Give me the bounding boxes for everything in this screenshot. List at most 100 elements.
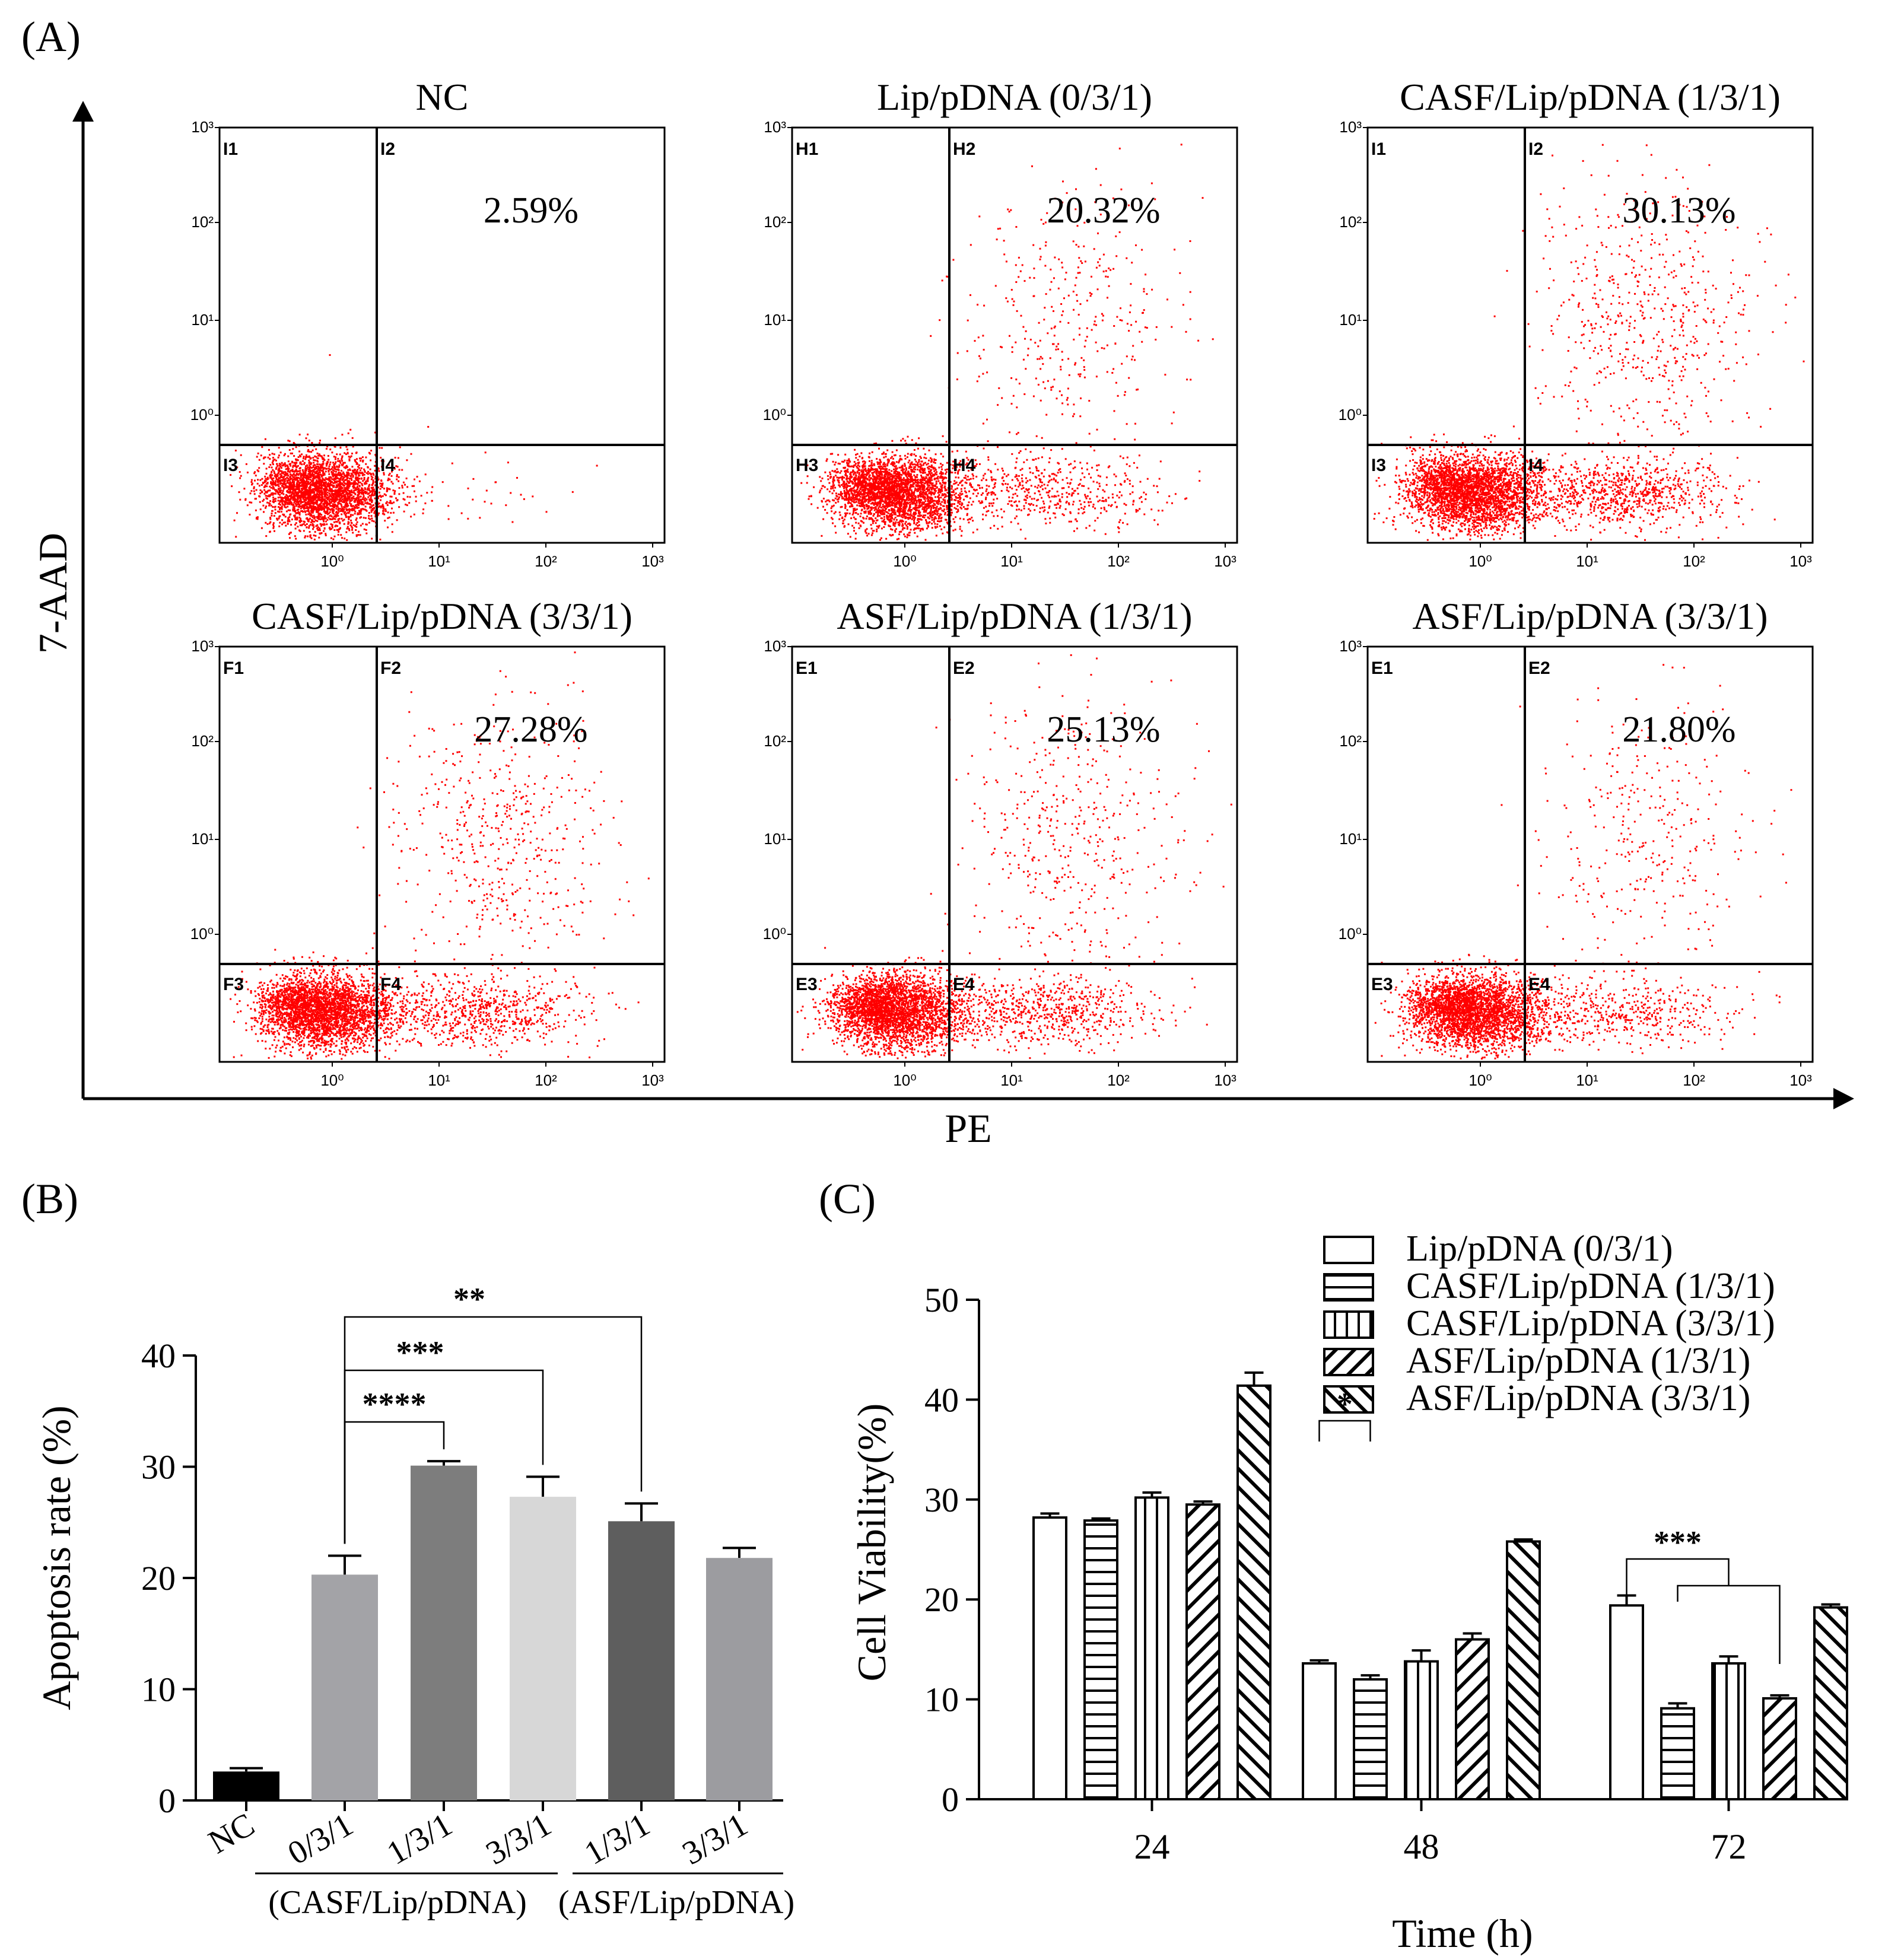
x-tick-label: 10¹ [428,552,450,570]
y-tick-label: 10⁰ [190,406,214,424]
y-tick-label: 10³ [1339,118,1362,136]
scatter-dots [1373,144,1805,541]
x-tick-label: 48 [1404,1827,1439,1866]
x-tick-label: 10³ [1789,552,1812,570]
quadrant-percentage: 27.28% [474,709,587,750]
plot-frame [791,126,1238,544]
quadrant-label: F4 [380,975,401,994]
panel-b-label: (B) [21,1175,78,1223]
plot-title: ASF/Lip/pDNA (3/3/1) [1412,595,1768,637]
bar [1660,1707,1695,1801]
x-tick-label: 1/3/1 [578,1806,656,1872]
x-tick-label: 24 [1134,1827,1170,1866]
quadrant-label: F1 [223,658,244,678]
x-tick-label: 10³ [1789,1071,1812,1089]
panel-a-label: (A) [21,13,81,61]
bar [1813,1606,1848,1801]
bar [1032,1516,1067,1801]
x-tick-label: 10³ [641,1071,664,1089]
x-tick-label: 10³ [641,552,664,570]
chart-c-y-label: Cell Viability(%) [849,1404,894,1682]
y-tick-label: 10¹ [191,830,214,848]
bar [1711,1662,1746,1801]
y-tick-label: 10⁰ [763,925,786,943]
significance-bracket [1626,1558,1730,1599]
bar [1404,1660,1439,1800]
y-tick-label: 10¹ [1339,830,1362,848]
y-tick-label: 10⁰ [1339,925,1362,943]
bar [1083,1519,1118,1801]
dot-plot: ASF/Lip/pDNA (3/3/1) E1 E2 E3 E4 21.80% 10⁰ 10¹… [1339,595,1814,1089]
x-tick-label: 10¹ [1576,552,1598,570]
plot-frame [218,126,666,544]
significance-bracket [1677,1584,1781,1664]
x-tick-label: 10² [1107,1071,1130,1089]
x-tick-label: 10¹ [428,1071,450,1089]
x-tick-label: 10² [535,1071,557,1089]
group-label-asf: (ASF/Lip/pDNA) [558,1884,794,1921]
y-tick-label: 10¹ [191,311,214,329]
bar [1302,1662,1337,1801]
x-tick-label: 0/3/1 [282,1806,360,1872]
panel-a: (A) 7-AAD PE NC I1 I2 I3 I4 2.59% 10⁰ 10¹ 10² 10³… [21,13,1854,1151]
bar [1134,1496,1169,1800]
y-tick-label: 0 [942,1780,959,1819]
bar [1506,1540,1541,1801]
y-axis-label-7aad: 7-AAD [30,533,75,654]
legend-label: CASF/Lip/pDNA (3/3/1) [1406,1303,1775,1344]
quadrant-label: H2 [953,139,975,159]
significance-bracket [344,1316,643,1544]
panel-c: (C) Cell Viability(%) Time (h) 0 10 20 30 40… [819,1175,1848,1956]
y-tick-label: 10¹ [1339,311,1362,329]
scatter-dots [796,654,1232,1059]
y-tick-label: 10² [1339,732,1362,750]
y-tick-label: 10² [764,213,786,231]
panel-c-label: (C) [819,1175,876,1223]
plot-title: CASF/Lip/pDNA (3/3/1) [252,595,632,637]
quadrant-label: F2 [380,658,401,678]
quadrant-label: I1 [1371,139,1386,159]
significance-stars: **** [363,1386,427,1422]
dot-plot: NC I1 I2 I3 I4 2.59% 10⁰ 10¹ 10² 10³ 10⁰ 10¹ 10² 10³ [190,76,666,570]
y-tick-label: 0 [158,1781,176,1820]
scatter-dots [230,651,650,1060]
quadrant-label: I2 [380,139,395,159]
y-tick-label: 30 [141,1448,176,1487]
bar [411,1465,477,1800]
plot-title: NC [416,76,469,118]
bar [311,1574,378,1800]
y-tick-label: 10⁰ [190,925,214,943]
legend-swatch [1323,1236,1374,1264]
x-tick-label: 10⁰ [893,552,916,570]
legend-label: ASF/Lip/pDNA (3/3/1) [1406,1378,1750,1418]
y-tick-label: 10² [191,213,214,231]
x-tick-label: 1/3/1 [381,1806,459,1872]
quadrant-percentage: 20.32% [1047,190,1160,231]
bar [1609,1604,1644,1800]
quadrant-label: E3 [1371,975,1393,994]
y-tick-label: 20 [924,1580,959,1619]
x-tick-label: NC [202,1806,260,1862]
y-tick-label: 50 [924,1281,959,1319]
quadrant-label: H3 [796,456,818,475]
y-tick-label: 20 [141,1559,176,1598]
quadrant-label: I2 [1528,139,1543,159]
group-label-casf: (CASF/Lip/pDNA) [268,1884,527,1921]
plot-title: CASF/Lip/pDNA (1/3/1) [1400,76,1781,118]
bar [1353,1678,1388,1800]
y-tick-label: 10⁰ [763,406,786,424]
legend-swatch [1323,1273,1374,1302]
quadrant-label: E2 [1528,658,1550,678]
x-tick-label: 10² [535,552,557,570]
quadrant-percentage: 30.13% [1622,190,1735,231]
plot-frame [1366,645,1814,1063]
x-axis-label-pe: PE [945,1106,991,1151]
x-tick-label: 10¹ [1000,552,1023,570]
bar [213,1771,279,1800]
plot-frame [1366,126,1814,544]
y-tick-label: 40 [141,1337,176,1375]
scatter-dots [1374,664,1792,1060]
y-tick-label: 10² [191,732,214,750]
